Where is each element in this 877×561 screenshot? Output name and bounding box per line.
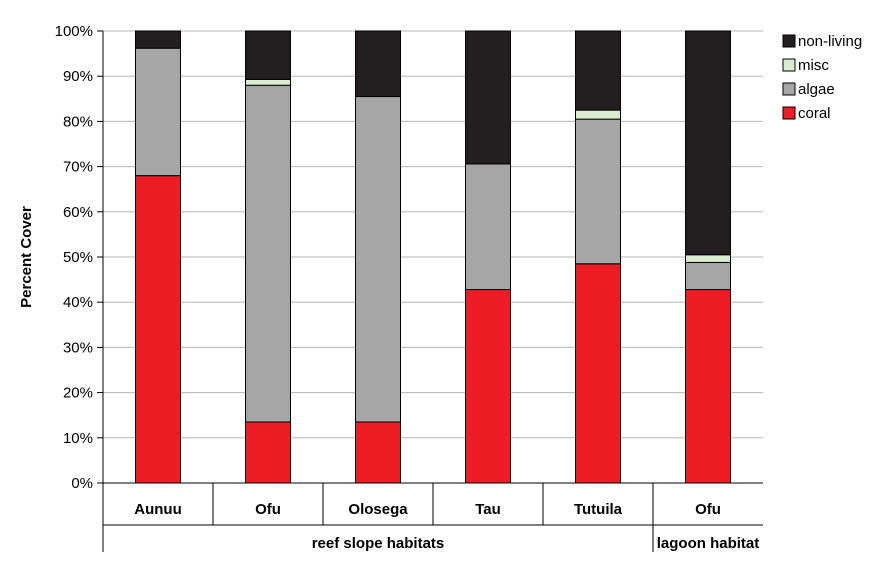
- bar-segment-algae: [245, 84, 291, 423]
- y-tick-label: 30%: [63, 339, 93, 356]
- y-tick-label: 70%: [63, 159, 93, 176]
- group-labels: reef slope habitats lagoon habitat: [312, 535, 760, 552]
- group-label: reef slope habitats: [312, 535, 445, 552]
- bar-segment-misc: [685, 254, 731, 263]
- bar-segment-misc: [575, 109, 621, 120]
- bar-segment-non-living: [355, 30, 401, 98]
- y-tick-label: 80%: [63, 113, 93, 130]
- category-labels: Aunuu Ofu Olosega Tau Tutuila Ofu: [134, 501, 721, 518]
- y-tick-label: 20%: [63, 385, 93, 402]
- legend-label: non-living: [798, 33, 862, 50]
- group-label: lagoon habitat: [657, 535, 760, 552]
- y-tick-labels: 0% 10% 20% 30% 40% 50% 60% 70% 80% 90% 100%: [55, 23, 93, 492]
- gridlines: [97, 30, 763, 484]
- bar-segment-misc: [245, 78, 291, 86]
- bar-segment-coral: [465, 289, 511, 484]
- bar-segment-algae: [355, 96, 401, 423]
- category-label: Tau: [475, 501, 501, 518]
- y-tick-label: 40%: [63, 294, 93, 311]
- bar-segment-non-living: [245, 30, 291, 80]
- category-label: Tutuila: [574, 501, 623, 518]
- y-tick-label: 60%: [63, 204, 93, 221]
- y-tick-label: 10%: [63, 430, 93, 447]
- bar-segment-non-living: [575, 30, 621, 111]
- bar-segment-non-living: [135, 30, 181, 49]
- legend-label: coral: [798, 105, 831, 122]
- category-label: Aunuu: [134, 501, 181, 518]
- legend-swatch: [782, 82, 796, 96]
- bar-segment-coral: [135, 175, 181, 484]
- bar-segment-algae: [135, 47, 181, 177]
- bar-segment-algae: [465, 163, 511, 291]
- y-tick-label: 0%: [71, 475, 93, 492]
- y-tick-label: 90%: [63, 68, 93, 85]
- y-tick-label: 100%: [55, 23, 93, 40]
- bar-segment-coral: [575, 263, 621, 484]
- bar-segment-non-living: [465, 30, 511, 165]
- legend-swatch: [782, 34, 796, 48]
- legend-label: misc: [798, 57, 829, 74]
- axes: [102, 31, 763, 552]
- bar-segment-algae: [575, 118, 621, 265]
- bars: [135, 30, 731, 484]
- category-label: Ofu: [695, 501, 721, 518]
- bar-segment-coral: [355, 421, 401, 484]
- legend: non-living misc algae coral: [782, 33, 862, 122]
- category-label: Ofu: [255, 501, 281, 518]
- bar-segment-coral: [245, 421, 291, 484]
- y-tick-label: 50%: [63, 249, 93, 266]
- legend-swatch: [782, 58, 796, 72]
- legend-swatch: [782, 106, 796, 120]
- y-axis-label: Percent Cover: [18, 206, 35, 308]
- category-label: Olosega: [348, 501, 408, 518]
- bar-segment-coral: [685, 289, 731, 484]
- bar-segment-non-living: [685, 30, 731, 256]
- legend-label: algae: [798, 81, 835, 98]
- bar-segment-algae: [685, 261, 731, 291]
